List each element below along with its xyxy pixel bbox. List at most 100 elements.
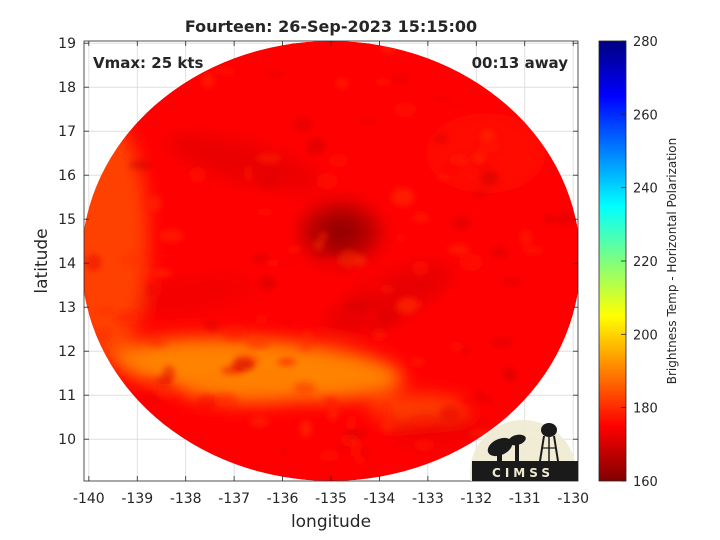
texture-speck	[196, 393, 218, 411]
x-tick-label: -135	[315, 491, 347, 507]
y-tick-label: 14	[58, 256, 76, 272]
colorbar-tick-label: 180	[633, 402, 658, 417]
texture-speck	[438, 316, 459, 334]
y-tick-label: 11	[58, 388, 76, 404]
texture-speck	[439, 405, 460, 422]
texture-speck	[364, 312, 379, 325]
texture-speck	[188, 166, 207, 184]
x-tick-label: -140	[73, 491, 105, 507]
texture-speck	[495, 286, 513, 293]
texture-speck	[523, 246, 544, 255]
texture-speck	[447, 244, 470, 255]
texture-speck	[336, 439, 352, 456]
texture-speck	[377, 310, 400, 326]
texture-speck	[396, 297, 418, 314]
texture-speck	[380, 421, 395, 433]
colorbar-tick-label: 240	[633, 182, 658, 197]
y-tick-label: 17	[58, 124, 76, 140]
texture-speck	[393, 102, 417, 118]
texture-speck	[374, 78, 393, 86]
chart-title: Fourteen: 26-Sep-2023 15:15:00	[185, 17, 477, 36]
texture-speck	[319, 449, 339, 462]
texture-speck	[328, 154, 349, 168]
texture-speck	[536, 191, 547, 200]
y-axis-title: latitude	[32, 228, 52, 293]
texture-speck	[202, 185, 213, 198]
texture-speck	[410, 358, 425, 366]
texture-speck	[258, 276, 277, 291]
colorbar-tick-label: 160	[633, 475, 658, 490]
texture-speck	[251, 253, 271, 264]
texture-speck	[279, 444, 289, 457]
texture-speck	[479, 170, 500, 187]
y-tick-label: 18	[58, 80, 76, 96]
texture-speck	[380, 286, 395, 293]
texture-speck	[519, 228, 533, 247]
texture-speck	[313, 240, 325, 250]
texture-speck	[261, 47, 276, 58]
time-away-label: 00:13 away	[472, 54, 569, 72]
texture-speck	[146, 282, 157, 298]
texture-speck	[277, 357, 296, 367]
texture-speck	[293, 382, 315, 395]
texture-speck	[489, 246, 509, 258]
texture-speck	[313, 96, 333, 107]
texture-speck	[258, 172, 280, 190]
y-tick-label: 13	[58, 300, 76, 316]
colorbar: 160 180 200 220 240 260 280 Brightness Temp - …	[598, 35, 679, 490]
texture-speck	[247, 291, 267, 303]
texture-speck	[202, 72, 214, 88]
texture-speck	[120, 253, 145, 266]
texture-speck	[144, 378, 159, 389]
texture-speck	[436, 174, 449, 181]
cimss-logo: CIMSS	[470, 420, 578, 481]
texture-speck	[433, 132, 449, 145]
x-tick-label: -134	[364, 491, 396, 507]
texture-speck	[478, 140, 500, 153]
texture-speck	[270, 303, 283, 310]
x-tick-label: -138	[170, 491, 202, 507]
texture-speck	[149, 338, 166, 347]
texture-speck	[460, 345, 470, 356]
texture-speck	[213, 67, 236, 74]
colorbar-title: Brightness Temp - Horizontal Polarizatio…	[665, 138, 679, 385]
texture-speck	[252, 458, 263, 473]
texture-speck	[471, 160, 493, 171]
band-feature	[166, 133, 322, 191]
minimum-center-feature	[320, 216, 361, 249]
x-tick-label: -137	[218, 491, 250, 507]
texture-speck	[431, 94, 451, 101]
x-axis-title: longitude	[291, 512, 371, 532]
texture-speck	[306, 137, 326, 156]
texture-speck	[320, 257, 342, 267]
texture-speck	[542, 214, 555, 225]
texture-speck	[220, 366, 245, 375]
texture-speck	[413, 438, 435, 452]
texture-speck	[299, 420, 312, 438]
colorbar-tick-label: 260	[633, 108, 658, 123]
texture-speck	[270, 242, 281, 255]
y-axis: 10 11 12 13 14 15 16 17 18 19	[58, 36, 578, 448]
swath-field	[84, 41, 578, 481]
heatmap-swath	[84, 41, 578, 481]
x-tick-label: -139	[121, 491, 153, 507]
y-tick-label: 16	[58, 168, 76, 184]
band-feature	[324, 262, 454, 335]
texture-speck	[459, 253, 483, 272]
texture-speck	[343, 428, 369, 440]
texture-speck	[97, 305, 115, 317]
texture-speck	[480, 129, 496, 141]
texture-speck	[213, 393, 237, 407]
texture-speck	[318, 231, 329, 242]
texture-speck	[343, 301, 369, 309]
texture-speck	[459, 395, 485, 406]
texture-speck	[153, 269, 173, 277]
colorbar-tick-label: 220	[633, 255, 658, 270]
texture-speck	[412, 417, 435, 428]
texture-speck	[316, 173, 338, 190]
texture-speck	[94, 328, 110, 342]
texture-speck	[255, 315, 268, 325]
texture-speck	[154, 375, 172, 387]
texture-speck	[412, 260, 430, 276]
